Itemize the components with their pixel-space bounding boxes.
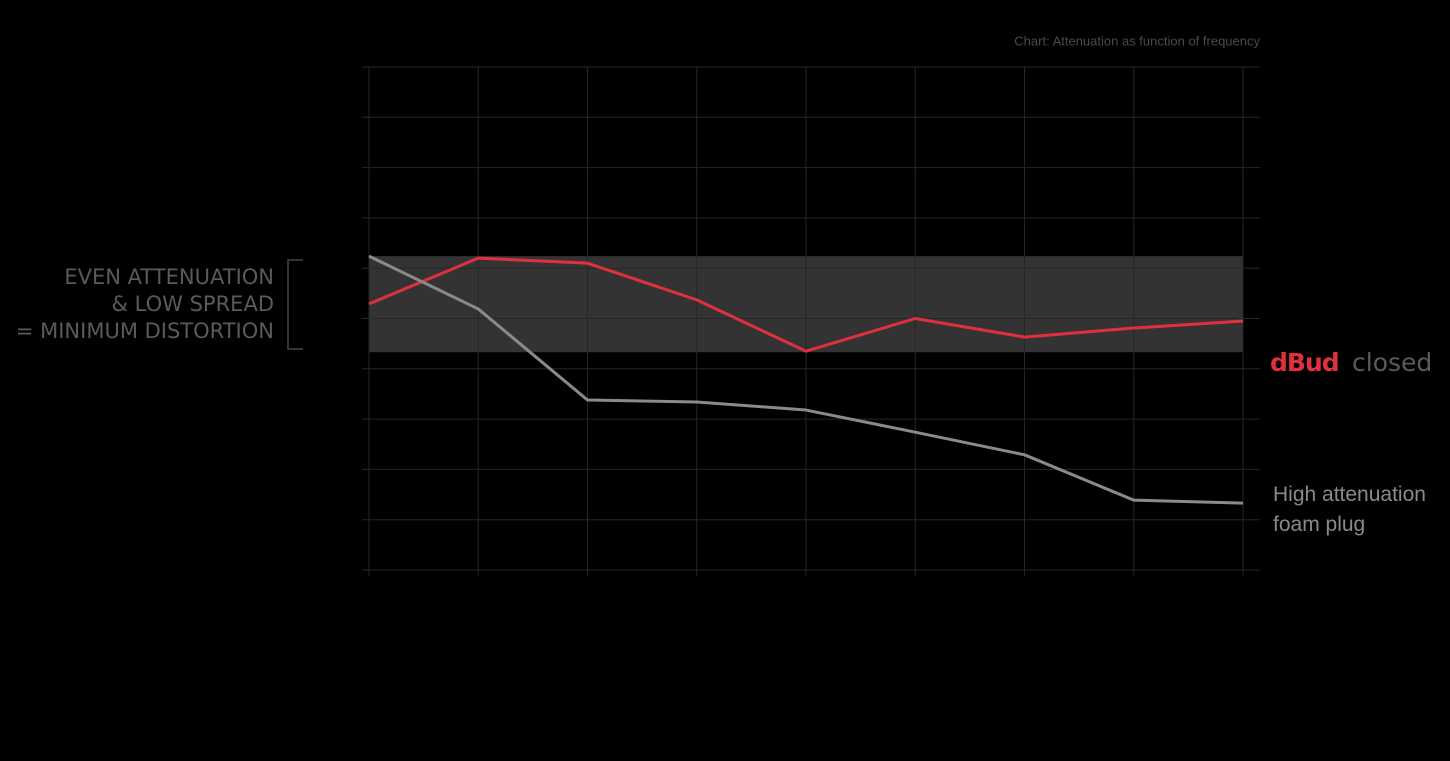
line (368, 254, 1244, 505)
legend-label: closed (1352, 348, 1433, 377)
bracket (287, 259, 303, 350)
legend-label: High attenuation foam plug (1273, 483, 1426, 536)
line (368, 256, 1244, 353)
annotation: EVEN ATTENUATION (64, 265, 274, 289)
chart-title: Chart: Attenuation as function of freque… (1014, 33, 1260, 48)
annotation: & LOW SPREAD (111, 292, 274, 316)
legend-label: dBud (1270, 348, 1340, 377)
annotation: = MINIMUM DISTORTION (15, 319, 274, 343)
